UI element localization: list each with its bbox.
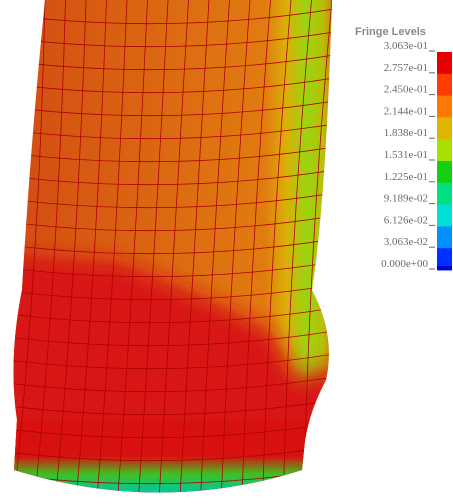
legend-label: 2.757e-01: [384, 62, 428, 74]
legend-band: [437, 117, 452, 139]
legend-title: Fringe Levels: [355, 26, 426, 38]
legend-band: [437, 205, 452, 227]
fringe-plot: Fringe Levels 3.063e-01 2.757e-01 2.450e-0…: [0, 0, 453, 504]
legend-band: [437, 74, 452, 96]
legend-label: 1.531e-01: [384, 149, 428, 161]
legend-band: [437, 96, 452, 118]
legend-band: [437, 183, 452, 205]
legend-label: 2.144e-01: [384, 105, 428, 117]
legend-label: 3.063e-02: [384, 236, 428, 248]
mesh: [0, 0, 340, 504]
legend-label: 3.063e-01: [384, 40, 428, 52]
legend-label: 6.126e-02: [384, 214, 428, 226]
legend-band: [437, 226, 452, 248]
legend-label: 9.189e-02: [384, 193, 428, 205]
legend: 3.063e-01 2.757e-01 2.450e-01 2.144e-01 1.83…: [381, 40, 452, 271]
legend-band: [437, 139, 452, 161]
legend-label: 0.000e+00: [381, 258, 428, 270]
legend-band: [437, 52, 452, 74]
legend-label: 1.225e-01: [384, 171, 428, 183]
legend-band: [437, 161, 452, 183]
legend-label: 2.450e-01: [384, 84, 428, 96]
legend-band: [437, 266, 452, 270]
legend-label: 1.838e-01: [384, 127, 428, 139]
